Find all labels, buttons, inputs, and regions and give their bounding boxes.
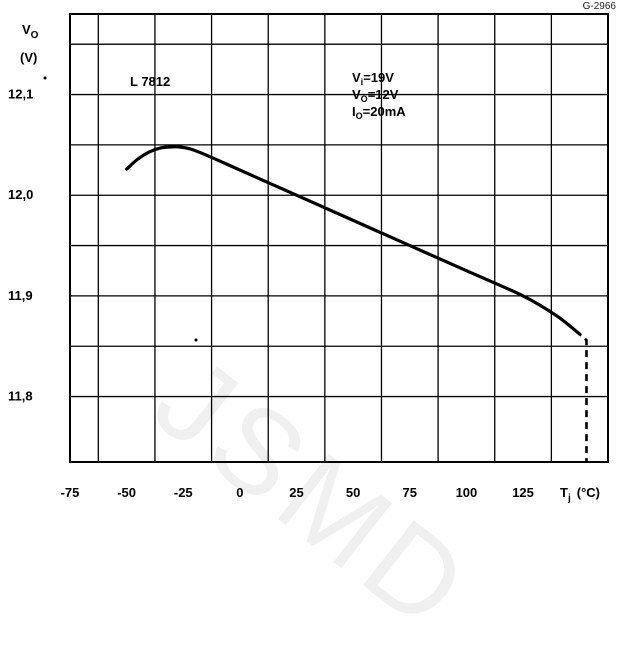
- x-tick-label: 125: [512, 485, 534, 500]
- x-tick-label: 50: [346, 485, 360, 500]
- x-tick-label: 75: [403, 485, 417, 500]
- y-tick-label: 11,8: [8, 389, 33, 404]
- x-tick-label: -75: [61, 485, 80, 500]
- x-tick-label: 25: [289, 485, 303, 500]
- y-tick-label: 12,0: [8, 187, 33, 202]
- x-axis-label: Tj (°C): [560, 485, 600, 504]
- series-line-vo: [127, 147, 580, 334]
- y-tick-label: 12,1: [8, 87, 33, 102]
- figure-id: G-2966: [583, 1, 616, 12]
- y-axis-label: VO: [22, 22, 39, 41]
- device-label: L 7812: [130, 74, 170, 89]
- x-tick-labels: -75 -50 -25 0 25 50 75 100 125: [61, 485, 534, 500]
- condition-label: Vi=19V: [352, 70, 394, 87]
- condition-label: IO=20mA: [352, 104, 406, 121]
- output-voltage-vs-junction-temperature-chart: -75 -50 -25 0 25 50 75 100 125 11,811,912,012,1 …: [0, 0, 626, 512]
- scan-dot: [195, 339, 198, 342]
- y-tick-labels: 11,8 11,9 12,0 12,1: [8, 87, 33, 404]
- x-tick-label: -25: [174, 485, 193, 500]
- x-tick-label: 0: [236, 485, 243, 500]
- y-tick-label: 11,9: [8, 288, 33, 303]
- series-line-extrapolated-dashed: [557, 316, 586, 462]
- scan-dot: [44, 77, 47, 80]
- condition-label: VO=12V: [352, 87, 399, 104]
- x-tick-label: -50: [117, 485, 136, 500]
- x-tick-label: 100: [456, 485, 478, 500]
- y-axis-unit: (V): [20, 50, 37, 65]
